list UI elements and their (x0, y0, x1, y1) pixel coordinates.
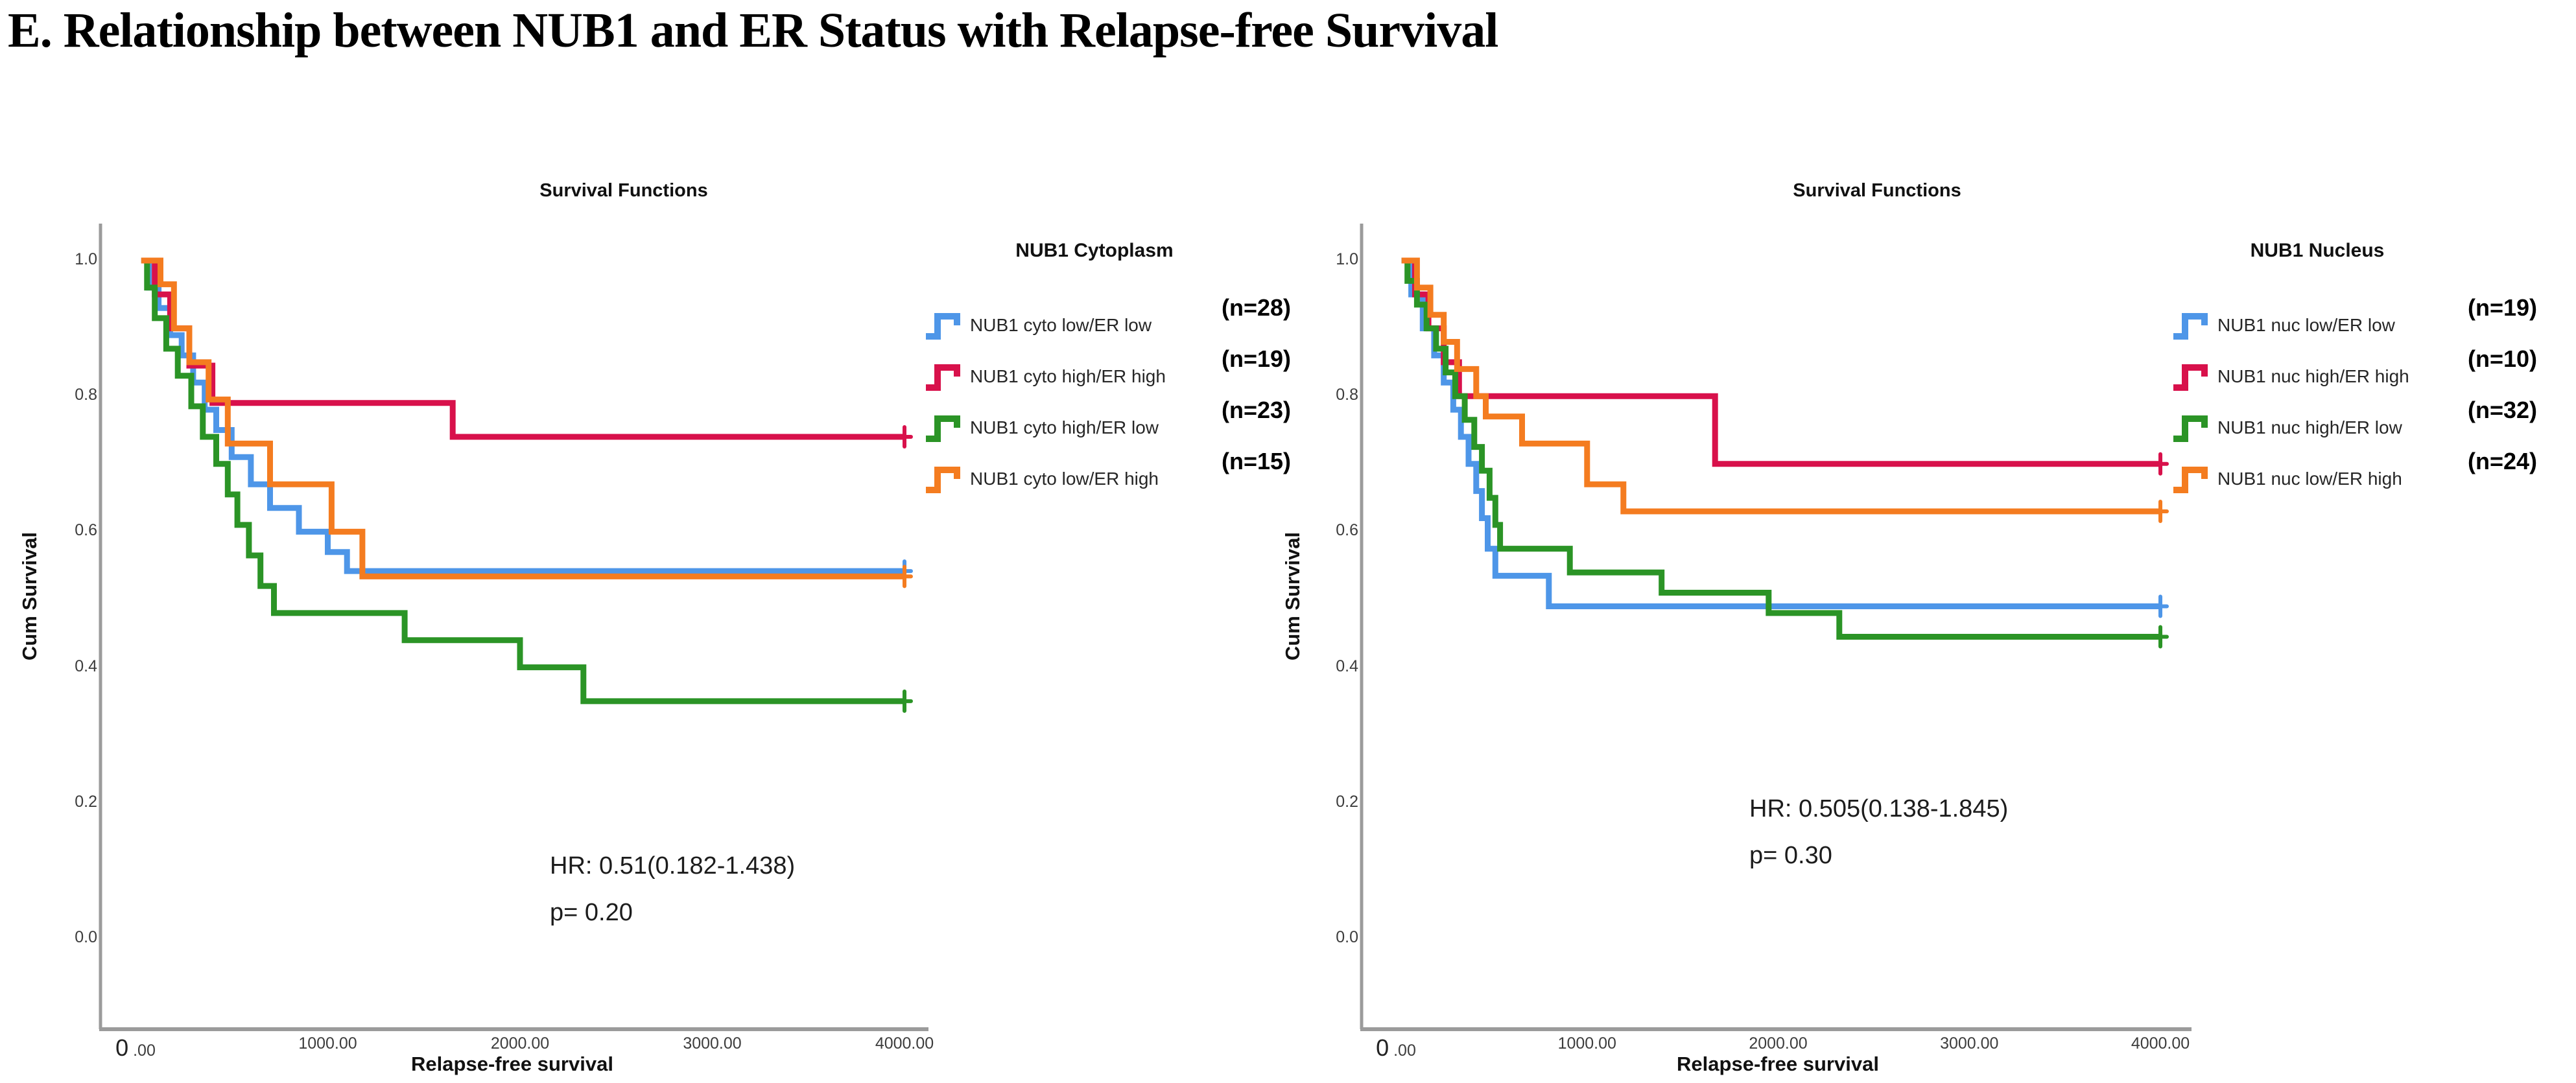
km-curve-nuc-low-er-low (1401, 257, 2160, 609)
legend-label-nuc-high-er-high: NUB1 nuc high/ER high (2217, 366, 2409, 386)
n-count-nuc-high-er-high: (n=10) (2468, 345, 2538, 372)
nucleus-hr-annotation: HR: 0.505(0.138-1.845) p= 0.30 (1749, 786, 2008, 879)
n-count-cyto-low-er-low: (n=28) (1222, 294, 1292, 321)
nucleus-xtick-1000: 1000.00 (1557, 1034, 1616, 1053)
nucleus-legend-title: NUB1 Nucleus (2250, 240, 2385, 261)
km-step-icon-cyto-high-er-low (926, 415, 960, 442)
km-curve-nuc-low-er-high (1401, 257, 2160, 515)
km-step-icon-cyto-low-er-high (926, 467, 960, 493)
cytoplasm-ytick-0.6: 0.6 (75, 521, 97, 540)
km-step-icon-path (2173, 415, 2208, 442)
km-step-icon-path (2173, 364, 2208, 391)
legend-label-nuc-low-er-high: NUB1 nuc low/ER high (2217, 469, 2402, 489)
legend-item-cyto-high-er-high: NUB1 cyto high/ER high (923, 355, 1166, 399)
nucleus-ytick-0.6: 0.6 (1336, 521, 1358, 540)
km-step-icon-nuc-low-er-low (2173, 313, 2208, 340)
cytoplasm-xtick-4000: 4000.00 (875, 1034, 934, 1053)
legend-label-cyto-low-er-high: NUB1 cyto low/ER high (970, 469, 1159, 489)
km-step-icon-path (926, 467, 960, 493)
cytoplasm-hr-annotation: HR: 0.51(0.182-1.438) p= 0.20 (550, 843, 795, 936)
legend-item-cyto-low-er-high: NUB1 cyto low/ER high (923, 457, 1159, 501)
n-count-nuc-high-er-low: (n=32) (2468, 397, 2538, 423)
n-count-cyto-high-er-low: (n=23) (1222, 397, 1292, 423)
legend-item-cyto-low-er-low: NUB1 cyto low/ER low (923, 303, 1152, 347)
cytoplasm-annotation-line-1: HR: 0.51(0.182-1.438) (550, 852, 796, 879)
cytoplasm-ytick-0.0: 0.0 (75, 928, 97, 946)
km-step-icon-nuc-high-er-low (2173, 415, 2208, 442)
cytoplasm-ytick-0.8: 0.8 (75, 386, 97, 404)
figure-title: E. Relationship between NUB1 and ER Stat… (8, 3, 1498, 58)
n-count-nuc-low-er-high: (n=24) (2468, 448, 2538, 474)
nucleus-ytick-0.0: 0.0 (1336, 928, 1358, 946)
nucleus-annotation-line-2: p= 0.30 (1749, 842, 1832, 869)
km-curve-cyto-high-er-high (141, 257, 904, 440)
cytoplasm-y-axis-title: Cum Survival (18, 531, 41, 661)
km-curve-nuc-high-er-high (1401, 257, 2160, 467)
km-step-icon-path (2173, 467, 2208, 493)
legend-label-cyto-high-er-low: NUB1 cyto high/ER low (970, 417, 1159, 437)
km-curve-cyto-low-er-high (141, 257, 904, 579)
legend-item-nuc-low-er-high: NUB1 nuc low/ER high (2171, 457, 2402, 501)
nucleus-xtick-2000: 2000.00 (1749, 1034, 1808, 1053)
big-zero-glyph: 0 (115, 1034, 129, 1061)
cytoplasm-x-axis-title: Relapse-free survival (411, 1053, 613, 1075)
km-curve-nuc-high-er-low (1401, 257, 2160, 640)
nucleus-chart-title: Survival Functions (1793, 180, 1961, 201)
km-step-icon-path (926, 415, 960, 442)
nucleus-xtick-3000: 3000.00 (1940, 1034, 1999, 1053)
km-step-icon-cyto-low-er-low (926, 313, 960, 340)
nucleus-x-axis-title: Relapse-free survival (1677, 1053, 1879, 1075)
cytoplasm-xtick-2000: 2000.00 (490, 1034, 550, 1053)
cytoplasm-ytick-1.0: 1.0 (75, 250, 97, 268)
cytoplasm-xtick-0: 0 .00 (74, 1034, 197, 1062)
legend-label-cyto-low-er-low: NUB1 cyto low/ER low (970, 315, 1152, 335)
legend-label-nuc-low-er-low: NUB1 nuc low/ER low (2217, 315, 2395, 335)
nucleus-ytick-0.4: 0.4 (1336, 657, 1358, 675)
nucleus-annotation-line-1: HR: 0.505(0.138-1.845) (1749, 795, 2009, 822)
cytoplasm-xtick-1000: 1000.00 (298, 1034, 357, 1053)
km-curve-cyto-low-er-low (141, 257, 904, 574)
n-count-cyto-high-er-high: (n=19) (1222, 345, 1292, 372)
nucleus-y-axis-title: Cum Survival (1281, 531, 1304, 661)
xtick-rest: .00 (128, 1042, 156, 1060)
cytoplasm-xtick-3000: 3000.00 (683, 1034, 742, 1053)
km-step-icon-path (926, 313, 960, 340)
big-zero-glyph: 0 (1376, 1034, 1389, 1061)
cytoplasm-legend-title: NUB1 Cytoplasm (1015, 240, 1174, 261)
cytoplasm-ytick-0.4: 0.4 (75, 657, 97, 675)
cytoplasm-annotation-line-2: p= 0.20 (550, 899, 633, 926)
nucleus-xtick-0: 0 .00 (1334, 1034, 1458, 1062)
nucleus-xtick-4000: 4000.00 (2131, 1034, 2190, 1053)
km-curve-cyto-high-er-low (141, 257, 904, 705)
cytoplasm-chart-title: Survival Functions (539, 180, 708, 201)
legend-item-nuc-high-er-low: NUB1 nuc high/ER low (2171, 406, 2402, 450)
legend-item-nuc-low-er-low: NUB1 nuc low/ER low (2171, 303, 2395, 347)
legend-item-nuc-high-er-high: NUB1 nuc high/ER high (2171, 355, 2409, 399)
km-step-icon-path (2173, 313, 2208, 340)
legend-label-nuc-high-er-low: NUB1 nuc high/ER low (2217, 417, 2402, 437)
n-count-nuc-low-er-low: (n=19) (2468, 294, 2538, 321)
nucleus-ytick-1.0: 1.0 (1336, 250, 1358, 268)
km-step-icon-nuc-high-er-high (2173, 364, 2208, 391)
legend-item-cyto-high-er-low: NUB1 cyto high/ER low (923, 406, 1159, 450)
xtick-rest: .00 (1389, 1042, 1416, 1060)
km-step-icon-nuc-low-er-high (2173, 467, 2208, 493)
km-step-icon-cyto-high-er-high (926, 364, 960, 391)
cytoplasm-ytick-0.2: 0.2 (75, 792, 97, 811)
nucleus-ytick-0.2: 0.2 (1336, 792, 1358, 811)
km-step-icon-path (926, 364, 960, 391)
nucleus-ytick-0.8: 0.8 (1336, 386, 1358, 404)
legend-label-cyto-high-er-high: NUB1 cyto high/ER high (970, 366, 1166, 386)
n-count-cyto-low-er-high: (n=15) (1222, 448, 1292, 474)
